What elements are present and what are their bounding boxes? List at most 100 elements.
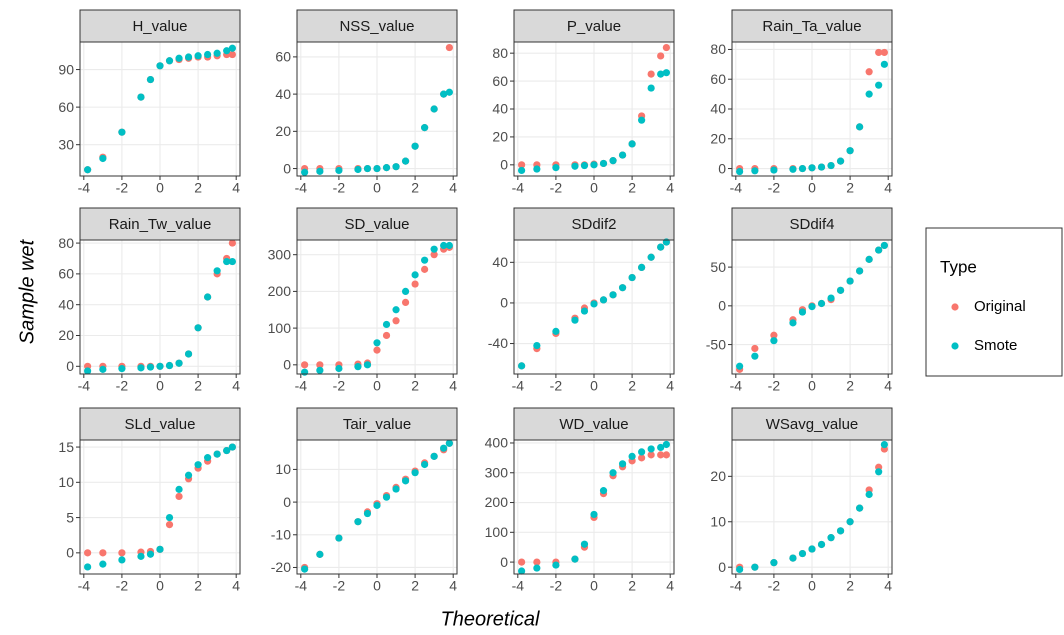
y-tick-label: 40	[58, 296, 74, 312]
point	[165, 361, 174, 370]
point	[638, 448, 646, 456]
panel-border	[731, 41, 893, 177]
strip	[513, 207, 675, 241]
point	[175, 54, 183, 62]
x-tick-label: 0	[808, 578, 816, 594]
point	[533, 341, 541, 350]
point	[865, 90, 873, 98]
panel-border	[731, 439, 893, 575]
point	[156, 545, 164, 553]
y-tick-label: 80	[492, 45, 508, 61]
panel-border	[513, 439, 675, 575]
point	[213, 450, 221, 458]
x-tick-label: -4	[78, 578, 91, 594]
point	[373, 346, 381, 354]
point	[609, 469, 617, 477]
point	[808, 164, 816, 172]
point	[440, 241, 448, 250]
point	[401, 298, 410, 307]
x-tick-label: 0	[373, 180, 381, 196]
point	[223, 446, 231, 455]
x-tick-label: -2	[116, 578, 129, 594]
point	[445, 439, 453, 447]
point	[647, 70, 655, 78]
x-tick-label: 4	[449, 378, 457, 394]
point	[638, 263, 646, 272]
y-tick-label: 0	[283, 160, 291, 176]
y-tick-label: 0	[283, 357, 291, 373]
x-tick-label: 2	[846, 378, 854, 394]
point	[392, 306, 400, 314]
point	[533, 558, 541, 566]
y-tick-label: 10	[58, 474, 74, 490]
panel-title: SD_value	[344, 216, 409, 233]
point	[411, 280, 419, 288]
point	[657, 243, 665, 251]
point	[518, 558, 526, 566]
x-tick-label: 2	[628, 180, 636, 196]
y-tick-label: 60	[275, 49, 291, 65]
x-tick-label: -2	[768, 180, 781, 196]
point	[165, 57, 174, 65]
point	[335, 364, 343, 373]
y-tick-label: 40	[492, 254, 508, 270]
x-tick-label: 2	[411, 180, 419, 196]
legend-box	[925, 227, 1063, 377]
point	[373, 164, 381, 173]
x-tick-label: -2	[116, 180, 129, 196]
point	[770, 559, 778, 567]
point	[392, 485, 400, 493]
y-tick-label: 80	[710, 41, 726, 57]
point	[875, 81, 883, 89]
point	[118, 556, 126, 564]
x-tick-label: -2	[768, 378, 781, 394]
point	[662, 69, 670, 77]
y-tick-label: 100	[485, 524, 509, 540]
point	[421, 265, 429, 273]
point	[580, 540, 589, 548]
point	[301, 361, 309, 369]
panel-title: NSS_value	[339, 18, 414, 35]
point	[808, 303, 816, 311]
point	[609, 157, 617, 165]
y-tick-label: 0	[500, 295, 508, 311]
point	[184, 53, 193, 61]
panel-border	[513, 41, 675, 177]
point	[363, 361, 372, 369]
y-tick-label: 0	[283, 494, 291, 510]
point	[836, 286, 845, 294]
point	[751, 352, 759, 360]
y-tick-label: 20	[492, 129, 508, 145]
y-tick-label: 0	[718, 298, 726, 314]
point	[316, 361, 324, 369]
panel-border	[79, 439, 241, 575]
y-tick-label: 300	[485, 464, 509, 480]
point	[146, 550, 155, 558]
x-tick-label: 2	[411, 378, 419, 394]
x-tick-label: -4	[730, 578, 743, 594]
point	[880, 60, 888, 68]
panel-border	[79, 239, 241, 375]
point	[301, 168, 309, 176]
strip	[79, 407, 241, 441]
point	[354, 518, 362, 526]
point	[184, 471, 193, 479]
x-tick-label: -2	[768, 578, 781, 594]
point	[798, 549, 807, 558]
point	[228, 257, 236, 266]
point	[430, 245, 438, 253]
panel-title: P_value	[567, 18, 621, 35]
panel-border	[296, 41, 458, 177]
panel-title: Tair_value	[343, 416, 411, 433]
panel-title: H_value	[132, 18, 187, 35]
legend-title: Type	[940, 257, 977, 276]
x-tick-label: 2	[194, 578, 202, 594]
y-tick-label: 200	[268, 283, 292, 299]
point	[856, 123, 864, 131]
point	[736, 167, 744, 176]
panel-border	[79, 41, 241, 177]
point	[518, 567, 526, 575]
y-tick-label: -40	[488, 335, 508, 351]
x-tick-label: -2	[333, 180, 346, 196]
panel-title: SLd_value	[125, 416, 196, 433]
